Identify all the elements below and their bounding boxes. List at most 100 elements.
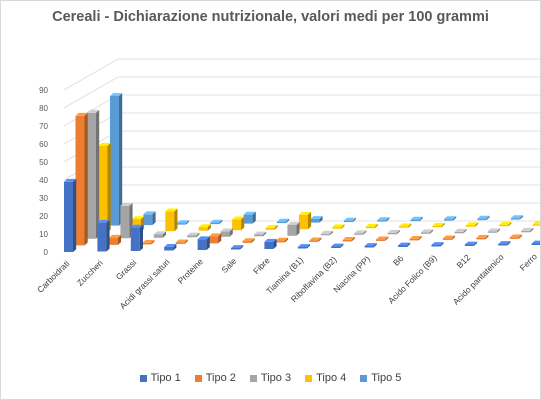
- x-tick-label: Ferro: [518, 251, 540, 273]
- bar-side: [119, 93, 123, 226]
- bar-front: [264, 241, 274, 249]
- bar-front: [120, 205, 130, 239]
- bar-side: [162, 231, 166, 238]
- bar-side: [363, 230, 367, 235]
- bar-top: [509, 234, 522, 238]
- bar-front: [376, 239, 386, 241]
- bar-top: [264, 238, 277, 242]
- bar-top: [197, 236, 210, 240]
- legend-label: Tipo 1: [150, 372, 181, 384]
- bar-tipo-5: [143, 211, 156, 226]
- bar-front: [409, 238, 419, 241]
- bar-side: [430, 229, 434, 234]
- bar-tipo-1: [531, 240, 540, 245]
- bar-front: [87, 112, 96, 239]
- bar-front: [265, 227, 275, 230]
- bar-side: [139, 224, 143, 251]
- bar-top: [87, 109, 100, 113]
- y-tick-label: 20: [39, 212, 48, 221]
- x-tick-label: Zuccheri: [75, 258, 105, 288]
- bar-tipo-2: [309, 237, 322, 242]
- bar-front: [210, 222, 220, 225]
- bar-top: [532, 221, 540, 225]
- bar-side: [508, 221, 512, 227]
- bar-top: [298, 211, 312, 215]
- bar-tipo-2: [75, 112, 88, 246]
- bar-tipo-4: [432, 222, 445, 228]
- bar-top: [310, 216, 323, 219]
- bar-side: [530, 227, 534, 233]
- legend-item: Tipo 3: [249, 372, 291, 384]
- bar-front: [398, 245, 407, 247]
- bar-top: [309, 237, 322, 241]
- bar-tipo-1: [264, 238, 277, 249]
- bar-tipo-2: [376, 236, 389, 241]
- x-tick-label: Grassi: [114, 257, 139, 282]
- bar-top: [431, 242, 444, 245]
- bar-top: [131, 216, 145, 220]
- bar-side: [274, 225, 278, 230]
- bar-top: [332, 224, 345, 228]
- bar-front: [377, 220, 387, 222]
- bar-tipo-3: [454, 228, 467, 234]
- bar-front: [531, 243, 540, 245]
- bar-front: [399, 226, 409, 228]
- legend-item: Tipo 1: [139, 372, 181, 384]
- bar-front: [510, 218, 520, 220]
- bar-front: [142, 242, 152, 245]
- bar-side: [286, 218, 290, 224]
- bar-tipo-4: [332, 224, 345, 229]
- bar-top: [164, 244, 177, 247]
- bar-front: [309, 240, 319, 242]
- bar-top: [98, 142, 111, 146]
- bar-top: [265, 225, 278, 228]
- x-tick-label: Proteine: [176, 256, 206, 286]
- bar-front: [143, 214, 153, 226]
- bar-side: [173, 244, 177, 251]
- bar-side: [453, 216, 457, 221]
- bar-side: [341, 224, 345, 229]
- bar-front: [465, 225, 475, 227]
- bar-top: [64, 178, 77, 182]
- bar-tipo-4: [165, 208, 178, 232]
- bar-front: [198, 227, 208, 231]
- legend-item: Tipo 4: [305, 372, 346, 384]
- bar-front: [110, 96, 119, 226]
- bar-front: [521, 230, 531, 233]
- bar-top: [175, 239, 188, 243]
- bar-front: [444, 219, 453, 221]
- legend-label: Tipo 2: [205, 372, 236, 384]
- bar-top: [231, 245, 244, 248]
- bar-tipo-1: [130, 224, 143, 251]
- bar-front: [64, 181, 73, 252]
- gridline: [63, 94, 540, 127]
- bar-side: [73, 178, 77, 252]
- bar-top: [364, 243, 377, 246]
- bar-top: [399, 223, 412, 227]
- y-tick-label: 10: [39, 230, 48, 239]
- x-tick-label: B12: [454, 252, 472, 270]
- bar-side: [451, 235, 456, 240]
- bar-side: [251, 238, 255, 243]
- bar-front: [498, 244, 508, 246]
- bar-front: [197, 239, 207, 250]
- bar-tipo-1: [331, 243, 344, 248]
- bar-top: [432, 222, 445, 226]
- bar-top: [120, 203, 133, 206]
- bar-top: [444, 216, 457, 220]
- bar-front: [431, 245, 441, 247]
- bar-side: [518, 234, 522, 239]
- bar-tipo-3: [87, 109, 100, 239]
- bar-front: [477, 218, 487, 221]
- bar-front: [209, 236, 219, 244]
- bar-top: [421, 229, 434, 233]
- bar-tipo-5: [110, 93, 123, 226]
- bar-front: [165, 211, 175, 232]
- bar-top: [153, 231, 166, 235]
- bar-front: [231, 248, 240, 250]
- bar-side: [219, 219, 223, 225]
- bar-side: [284, 237, 289, 243]
- bar-side: [441, 222, 445, 228]
- bar-side: [273, 238, 277, 249]
